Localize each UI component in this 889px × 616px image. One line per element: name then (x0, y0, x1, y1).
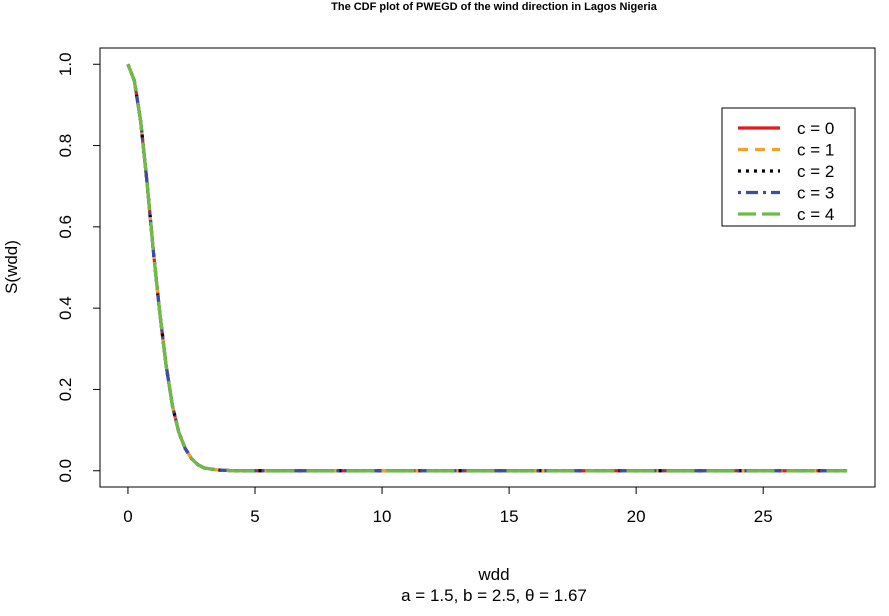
x-tick-label: 5 (250, 507, 259, 526)
x-tick-label: 10 (373, 507, 392, 526)
x-axis: 0 5 10 15 20 25 (123, 486, 773, 526)
legend-label-0: c = 0 (797, 119, 834, 138)
x-tick-label: 0 (123, 507, 132, 526)
y-tick-label: 0.2 (56, 378, 75, 402)
x-tick-label: 15 (500, 507, 519, 526)
legend-box (721, 107, 856, 227)
y-tick-label: 0.0 (56, 459, 75, 483)
y-axis: 0.0 0.2 0.4 0.6 0.8 1.0 (56, 52, 101, 483)
y-tick-label: 0.6 (56, 215, 75, 239)
series-layer (126, 63, 848, 473)
legend-label-2: c = 2 (797, 162, 834, 181)
x-axis-label: wdd (477, 565, 509, 584)
y-tick-label: 0.8 (56, 134, 75, 158)
legend-label-3: c = 3 (797, 184, 834, 203)
legend-label-4: c = 4 (797, 205, 834, 224)
x-tick-label: 20 (627, 507, 646, 526)
y-axis-label: S(wdd) (2, 240, 21, 294)
chart-subtitle: a = 1.5, b = 2.5, θ = 1.67 (401, 586, 587, 605)
legend: c = 0 c = 1 c = 2 c = 3 c = 4 (721, 107, 856, 227)
series-line-4 (126, 63, 848, 473)
x-tick-label: 25 (754, 507, 773, 526)
y-tick-label: 0.4 (56, 296, 75, 320)
y-tick-label: 1.0 (56, 52, 75, 76)
chart-title: The CDF plot of PWEGD of the wind direct… (331, 1, 658, 13)
legend-label-1: c = 1 (797, 141, 834, 160)
